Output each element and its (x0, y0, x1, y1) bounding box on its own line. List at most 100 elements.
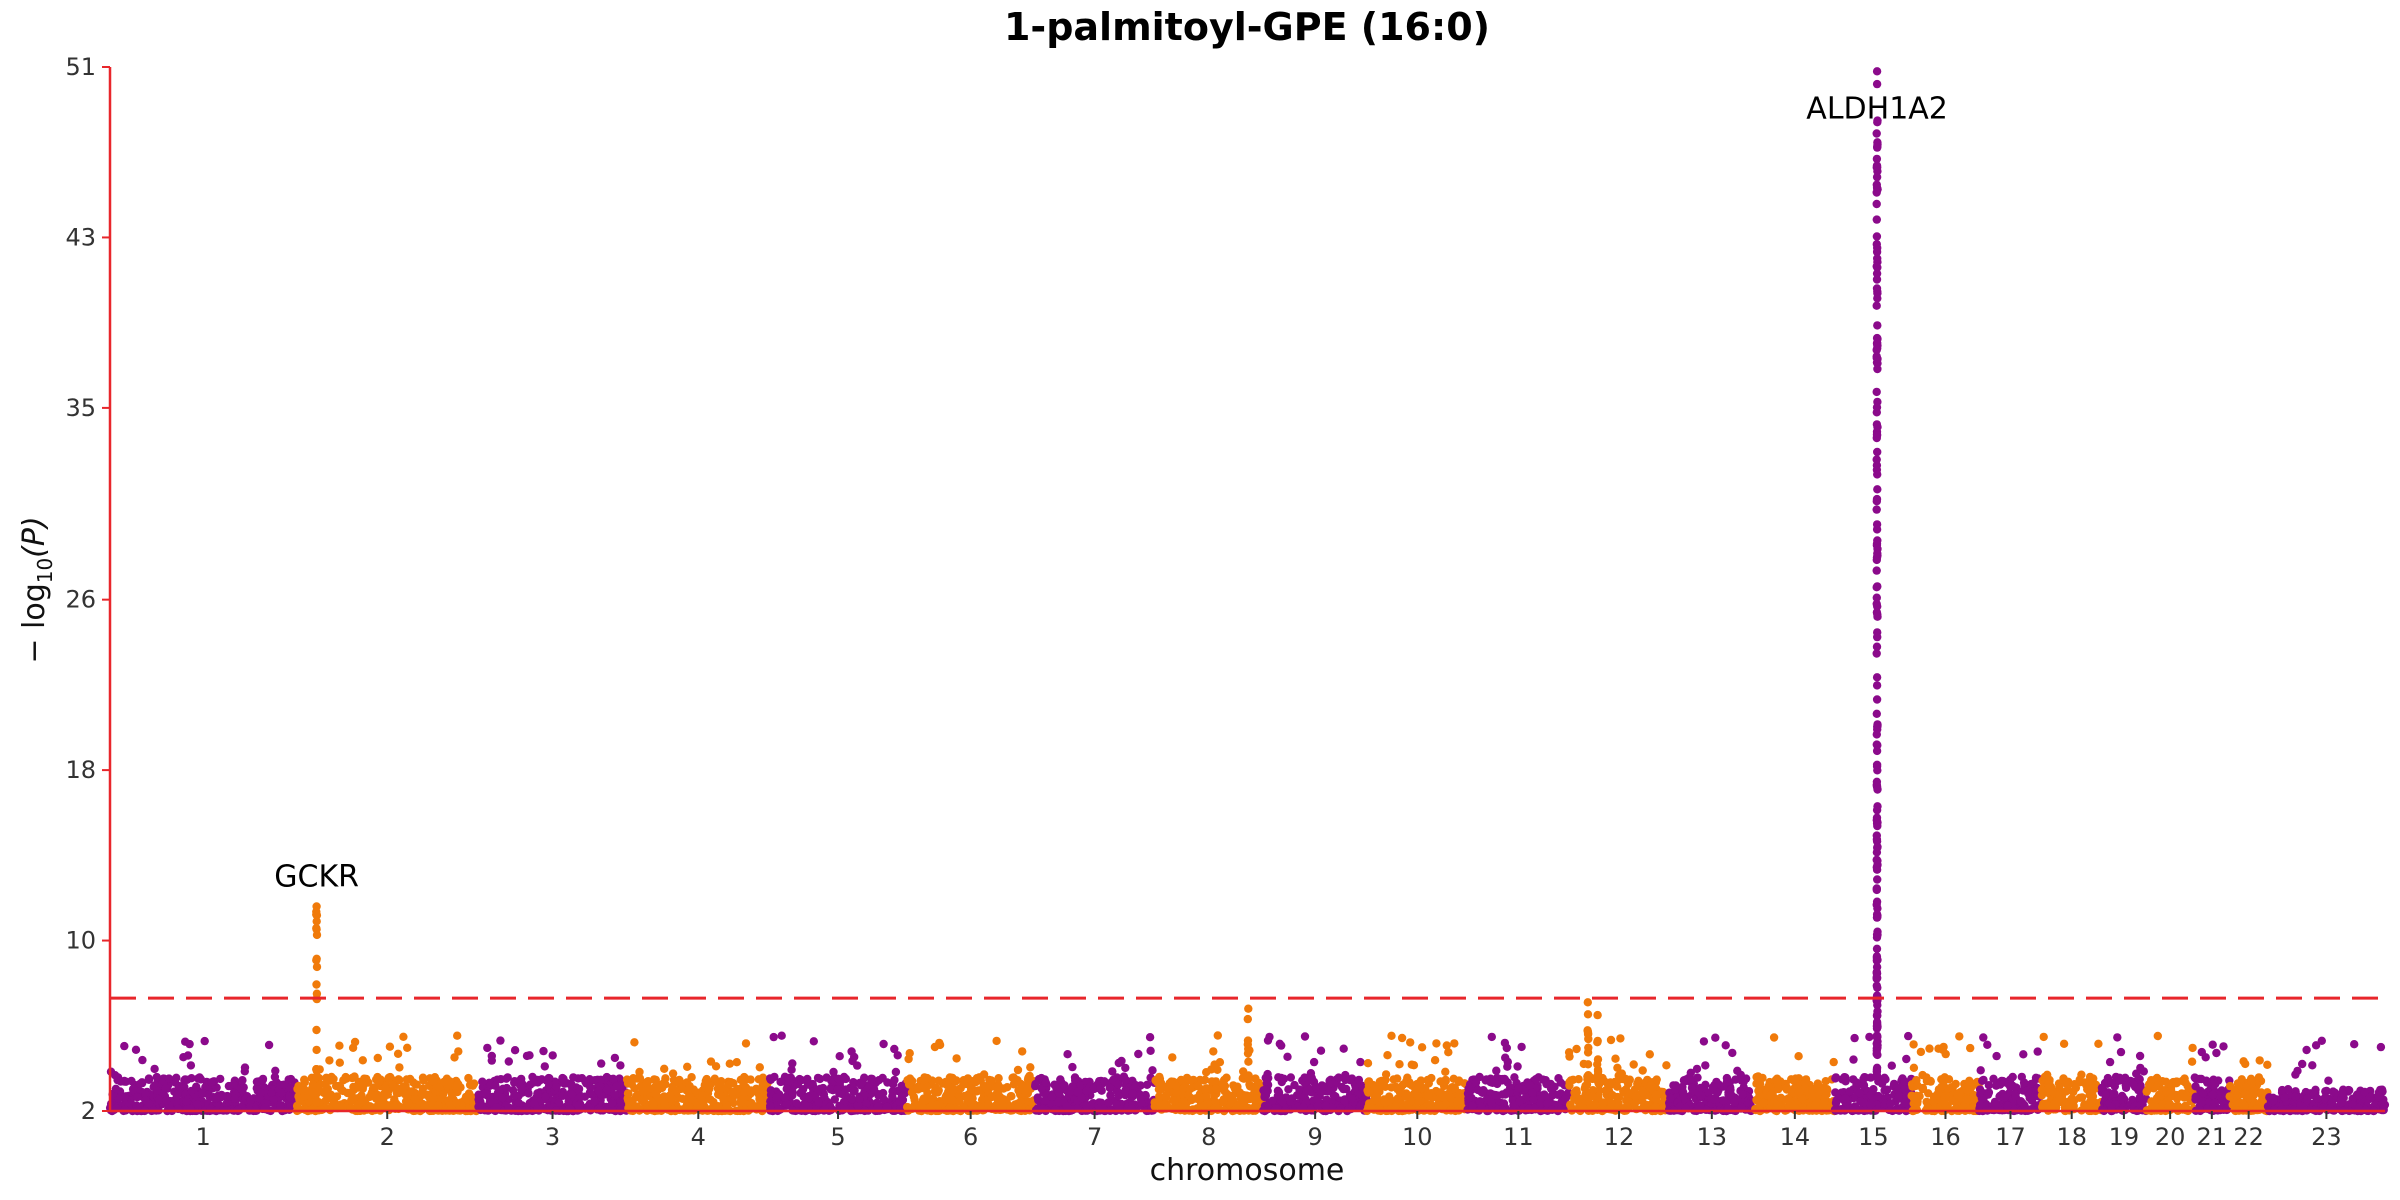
data-point (979, 1070, 989, 1079)
data-point (814, 1098, 823, 1107)
data-point (649, 1100, 658, 1109)
data-point (390, 1103, 399, 1112)
data-point (1492, 1066, 1501, 1075)
data-point (1268, 1096, 1277, 1106)
data-point (796, 1089, 805, 1098)
data-point (1309, 1057, 1319, 1067)
data-point (539, 1046, 548, 1056)
data-point (1500, 1038, 1510, 1048)
data-point (1464, 1084, 1473, 1093)
data-point (1501, 1090, 1510, 1099)
data-point (403, 1043, 412, 1053)
data-point (2059, 1039, 2069, 1049)
data-point (404, 1099, 413, 1108)
data-point (879, 1039, 888, 1049)
data-point (541, 1092, 550, 1102)
data-point (623, 1089, 633, 1098)
data-point (258, 1075, 267, 1085)
data-point (197, 1089, 207, 1098)
data-point (905, 1078, 915, 1087)
data-point (1865, 1032, 1874, 1042)
data-point (1191, 1094, 1200, 1103)
data-point (835, 1052, 844, 1061)
data-point (1880, 1073, 1889, 1083)
data-point (732, 1058, 741, 1067)
data-point (1114, 1091, 1123, 1101)
data-point (1405, 1079, 1414, 1089)
data-point (1821, 1087, 1831, 1096)
data-point (1526, 1081, 1535, 1090)
data-point (787, 1065, 796, 1074)
data-point (1566, 1076, 1576, 1085)
data-point (312, 1098, 321, 1107)
data-point (182, 1075, 192, 1085)
data-point (678, 1094, 687, 1104)
data-point (1302, 1086, 1312, 1095)
data-point (1638, 1087, 1647, 1096)
data-point (1962, 1085, 1972, 1095)
data-point (322, 1073, 331, 1083)
data-point (1528, 1088, 1537, 1098)
data-point (384, 1102, 393, 1112)
data-point (2302, 1045, 2311, 1055)
data-point (2179, 1093, 2189, 1102)
data-point (453, 1080, 462, 1089)
data-point (308, 1088, 317, 1098)
data-point (131, 1045, 141, 1055)
data-point (1375, 1077, 1385, 1086)
data-point (533, 1089, 542, 1098)
data-point (554, 1098, 564, 1107)
data-point (419, 1076, 428, 1085)
data-point (1033, 1093, 1042, 1102)
data-point (596, 1075, 606, 1085)
data-point (141, 1096, 150, 1105)
data-point (1666, 1093, 1675, 1103)
data-point (1003, 1083, 1012, 1092)
data-point (1645, 1050, 1655, 1059)
data-point (1538, 1075, 1548, 1084)
data-point (2033, 1047, 2042, 1056)
data-point (1434, 1101, 1444, 1110)
data-point (2210, 1080, 2220, 1089)
data-point (172, 1091, 182, 1100)
data-point (393, 1084, 402, 1093)
data-point (481, 1089, 490, 1098)
data-point (491, 1081, 500, 1091)
data-point (335, 1041, 344, 1050)
data-point (909, 1092, 919, 1102)
data-point (359, 1081, 368, 1090)
data-point (1261, 1085, 1270, 1094)
data-point (510, 1091, 519, 1100)
data-point (152, 1072, 161, 1082)
data-point (1638, 1066, 1647, 1075)
data-point (1088, 1084, 1098, 1093)
data-point (1794, 1052, 1803, 1061)
data-point (2246, 1074, 2256, 1084)
data-point (374, 1077, 384, 1087)
data-point (1056, 1075, 1065, 1084)
data-point (1186, 1076, 1195, 1085)
data-point (2105, 1057, 2115, 1067)
data-point (164, 1074, 174, 1083)
data-point (677, 1084, 687, 1093)
data-point (1983, 1040, 1992, 1050)
data-point (1606, 1035, 1616, 1045)
data-point (1886, 1099, 1895, 1108)
data-point (2069, 1101, 2078, 1111)
data-point (949, 1085, 958, 1094)
data-point (913, 1082, 922, 1092)
data-point (1285, 1096, 1294, 1105)
data-point (2147, 1076, 2156, 1085)
data-point (371, 1093, 380, 1102)
data-point (1202, 1092, 1211, 1101)
data-point (788, 1059, 797, 1068)
data-point (207, 1078, 216, 1087)
data-point (487, 1051, 496, 1061)
data-point (1170, 1096, 1179, 1106)
data-point (1900, 1085, 1909, 1094)
data-point (2298, 1059, 2307, 1069)
data-point (335, 1058, 344, 1067)
data-point (1316, 1046, 1326, 1055)
data-point (1841, 1077, 1850, 1086)
